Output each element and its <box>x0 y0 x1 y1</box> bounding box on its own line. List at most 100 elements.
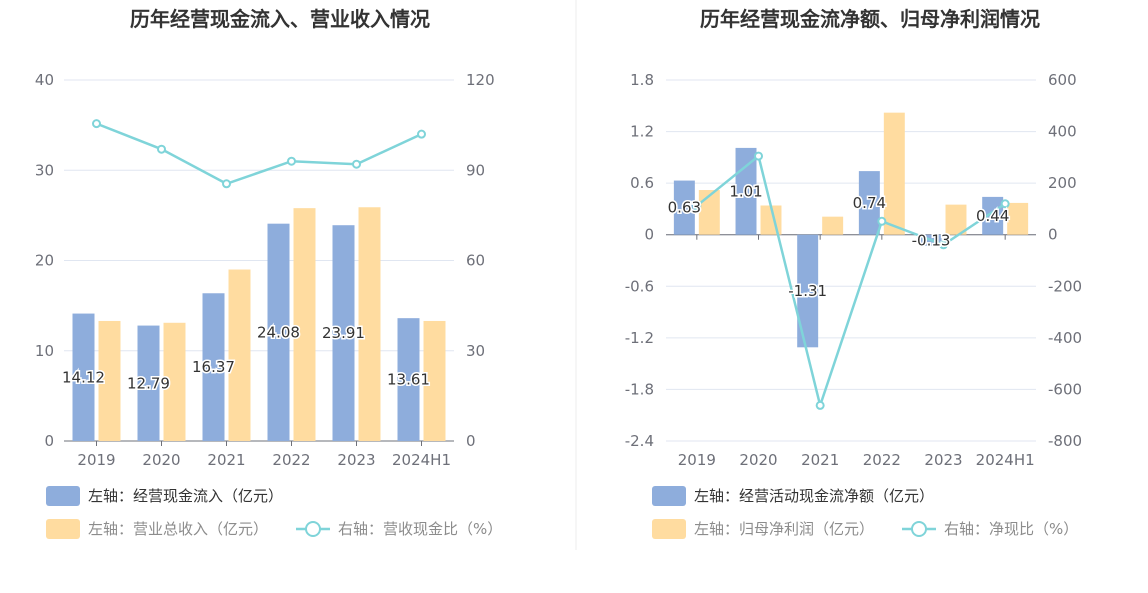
y-left-tick-label: -0.6 <box>625 277 654 295</box>
ratio-point <box>815 400 825 410</box>
bar-primary <box>332 225 355 441</box>
y-right-tick-label: 30 <box>466 342 485 360</box>
bar-primary <box>397 318 420 441</box>
bar-secondary <box>293 208 316 441</box>
bar-secondary <box>945 204 967 235</box>
bar-primary <box>673 180 695 235</box>
bar-value-label: 23.91 <box>322 324 365 342</box>
y-right-tick-label: -800 <box>1048 432 1082 450</box>
y-left-tick-label: 1.8 <box>630 71 654 89</box>
ratio-point <box>692 201 702 211</box>
bar-primary <box>267 223 290 441</box>
legend-label: 左轴：经营活动现金流净额（亿元） <box>694 487 934 505</box>
legend-swatch-bar <box>652 486 686 506</box>
bar-secondary <box>228 269 251 441</box>
y-left-tick-label: 0 <box>644 226 654 244</box>
ratio-point <box>287 156 296 166</box>
y-left-tick-label: 20 <box>35 252 54 270</box>
x-tick-label: 2023 <box>337 451 375 469</box>
chart-panel-1: 历年经营现金流入、营业收入情况 0 10 20 30 40 0 30 60 90 120 2019 20… <box>35 7 502 539</box>
x-tick-label: 2021 <box>207 451 245 469</box>
chart-title: 历年经营现金流入、营业收入情况 <box>130 7 430 31</box>
bar-primary <box>858 171 880 235</box>
ratio-point <box>222 179 231 189</box>
bar-secondary <box>163 322 186 441</box>
bar-primary <box>72 313 95 441</box>
y-left-tick-label: -1.8 <box>625 380 654 398</box>
legend-swatch-marker <box>305 521 321 537</box>
y-right-tick-label: 60 <box>466 252 485 270</box>
ratio-line <box>696 153 1006 410</box>
y-left-tick-label: 30 <box>35 161 54 179</box>
x-tick-label: 2022 <box>272 451 310 469</box>
y-right-tick-label: 200 <box>1048 174 1077 192</box>
y-right-tick-label: -400 <box>1048 329 1082 347</box>
x-tick-label: 2019 <box>678 451 716 469</box>
y-left-tick-label: 0.6 <box>630 174 654 192</box>
legend-label: 左轴：营业总收入（亿元） <box>88 520 268 538</box>
chart-panel-2: 历年经营现金流净额、归母净利润情况 -2.4 -1.8 -1.2 -0.6 0 0.6 1.2… <box>625 7 1082 539</box>
y-right-tick-label: 400 <box>1048 123 1077 141</box>
x-tick-label: 2021 <box>801 451 839 469</box>
bar-value-label: 0.74 <box>853 194 886 212</box>
bar-secondary <box>358 207 381 441</box>
y-left-tick-label: -1.2 <box>625 329 654 347</box>
bar-value-label: -0.13 <box>912 231 951 249</box>
y-left-tick-label: -2.4 <box>625 432 654 450</box>
legend-swatch-marker <box>911 521 927 537</box>
y-right-tick-label: 90 <box>466 161 485 179</box>
legend-swatch-bar <box>46 519 80 539</box>
bar-value-label: 0.44 <box>976 207 1009 225</box>
bar-secondary <box>822 216 844 235</box>
legend-swatch-bar <box>46 486 80 506</box>
y-right-tick-label: 600 <box>1048 71 1077 89</box>
ratio-point <box>157 144 166 154</box>
y-left-tick-label: 10 <box>35 342 54 360</box>
x-tick-label: 2020 <box>739 451 777 469</box>
y-left-tick-label: 1.2 <box>630 123 654 141</box>
bar-secondary <box>1007 202 1029 235</box>
chart-title: 历年经营现金流净额、归母净利润情况 <box>700 7 1040 31</box>
x-tick-label: 2020 <box>142 451 180 469</box>
bar-value-label: 1.01 <box>729 182 762 200</box>
legend-swatch-bar <box>652 519 686 539</box>
ratio-point <box>352 159 361 169</box>
ratio-point <box>1000 199 1010 209</box>
x-tick-label: 2019 <box>77 451 115 469</box>
y-left-tick-label: 0 <box>44 432 54 450</box>
y-right-tick-label: 0 <box>466 432 476 450</box>
ratio-point <box>92 119 101 129</box>
ratio-point <box>754 151 763 161</box>
bar-value-label: 16.37 <box>192 358 235 376</box>
bar-value-label: 0.63 <box>668 199 701 217</box>
bar-primary <box>137 325 160 441</box>
legend-label: 右轴：净现比（%） <box>944 520 1078 538</box>
bar-value-label: 13.61 <box>387 371 430 389</box>
bar-secondary <box>98 320 121 441</box>
x-tick-label: 2023 <box>924 451 962 469</box>
bar-value-label: 12.79 <box>127 374 170 392</box>
legend-label: 右轴：营收现金比（%） <box>338 520 502 538</box>
y-left-tick-label: 40 <box>35 71 54 89</box>
bar-primary <box>982 196 1004 235</box>
legend-label: 左轴：经营现金流入（亿元） <box>88 487 283 505</box>
y-right-tick-label: 120 <box>466 71 495 89</box>
bar-secondary <box>423 320 446 441</box>
y-right-tick-label: 0 <box>1048 226 1058 244</box>
bar-value-label: -1.31 <box>788 282 827 300</box>
x-tick-label: 2022 <box>863 451 901 469</box>
y-right-tick-label: -600 <box>1048 380 1082 398</box>
legend-label: 左轴：归母净利润（亿元） <box>694 520 874 538</box>
bar-value-label: 14.12 <box>62 368 105 386</box>
ratio-line <box>96 122 423 186</box>
y-right-tick-label: -200 <box>1048 277 1082 295</box>
bar-primary <box>797 234 819 348</box>
bar-primary <box>202 293 225 441</box>
bar-secondary <box>883 112 905 235</box>
ratio-point <box>417 129 426 139</box>
ratio-point <box>939 240 948 250</box>
x-tick-label: 2024H1 <box>392 451 451 469</box>
ratio-point <box>877 216 887 226</box>
